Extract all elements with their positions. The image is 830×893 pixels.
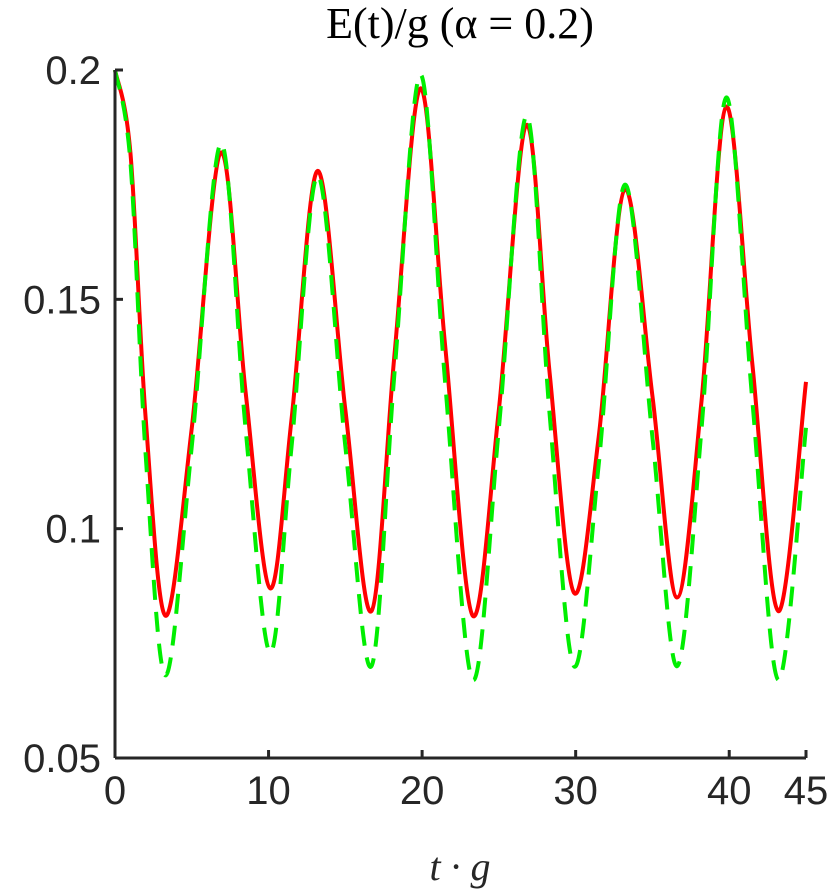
x-tick-label: 30	[553, 769, 598, 813]
series-layer	[113, 69, 808, 683]
chart-title: E(t)/g (α = 0.2)	[326, 0, 594, 48]
series-line-solid	[113, 69, 808, 619]
y-tick-label: 0.05	[23, 737, 101, 781]
y-tick-label: 0.15	[23, 278, 101, 322]
x-tick-label: 20	[400, 769, 445, 813]
x-tick-label: 45	[784, 769, 829, 813]
y-tick-label: 0.2	[45, 49, 101, 93]
x-tick-label: 40	[707, 769, 752, 813]
x-tick-label: 10	[246, 769, 291, 813]
y-tick-label: 0.1	[45, 508, 101, 552]
x-tick-label: 0	[104, 769, 126, 813]
ticks-layer: 0 10 20 30 40 45 0.05 0.1 0.15 0.2	[23, 49, 828, 813]
x-axis-title: t · g	[429, 844, 490, 889]
series-line-dashed	[113, 69, 808, 683]
